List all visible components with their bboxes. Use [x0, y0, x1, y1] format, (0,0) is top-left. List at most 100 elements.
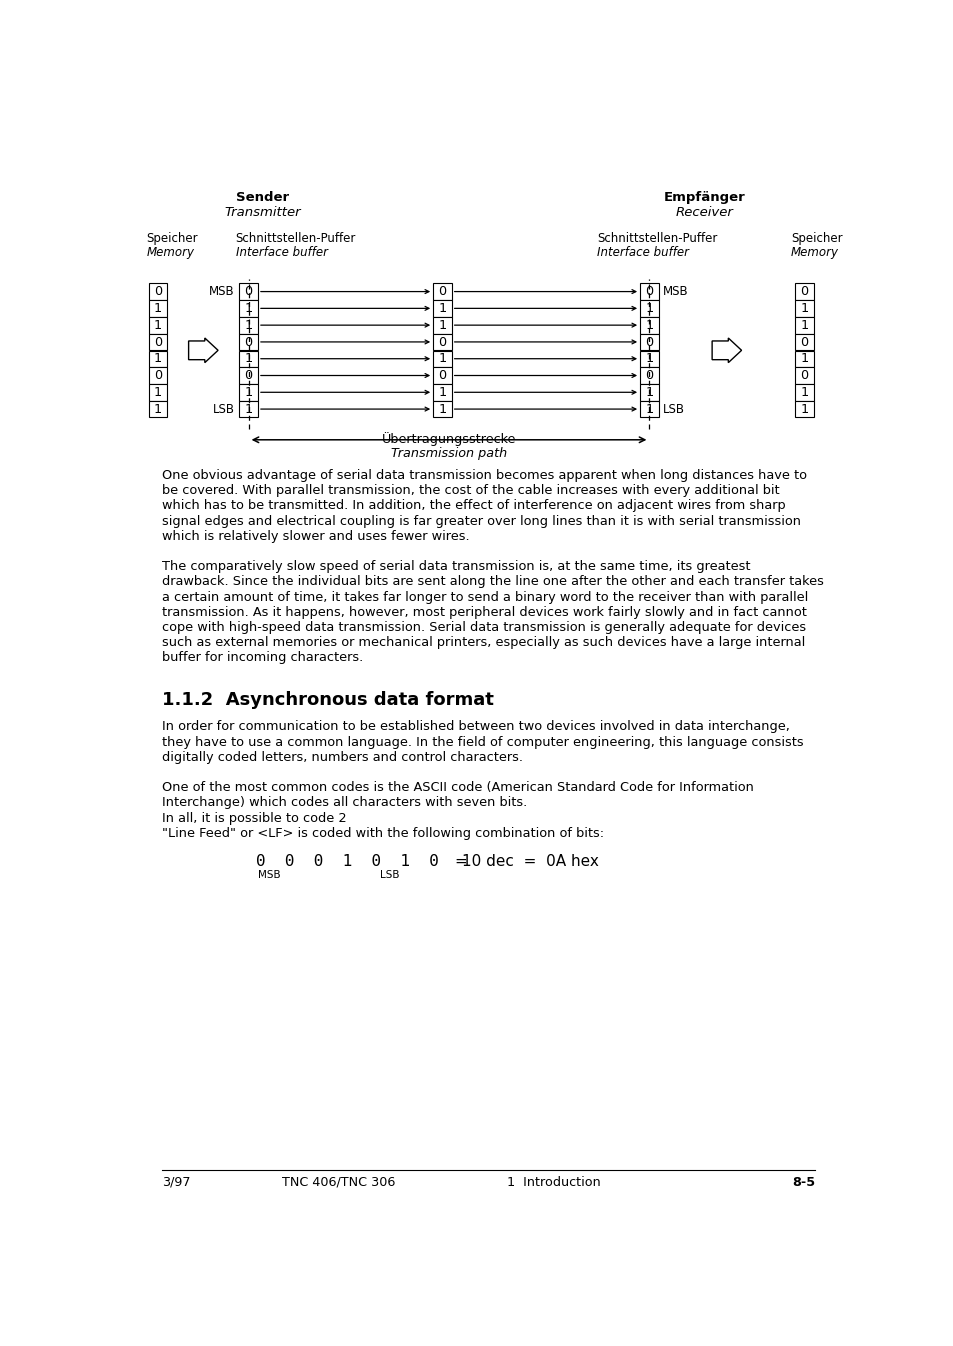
Bar: [433, 300, 452, 316]
Text: Memory: Memory: [146, 246, 194, 258]
Text: MSB: MSB: [257, 870, 280, 880]
Text: Schnittstellen-Puffer: Schnittstellen-Puffer: [235, 233, 355, 245]
Text: digitally coded letters, numbers and control characters.: digitally coded letters, numbers and con…: [162, 751, 522, 763]
Text: 1: 1: [800, 386, 807, 398]
Text: 1.1.2  Asynchronous data format: 1.1.2 Asynchronous data format: [162, 690, 494, 709]
Text: LSB: LSB: [379, 870, 399, 880]
Bar: [433, 318, 452, 334]
Bar: [639, 401, 658, 417]
Bar: [794, 334, 813, 350]
Text: which is relatively slower and uses fewer wires.: which is relatively slower and uses fewe…: [162, 530, 469, 542]
Text: 1  Introduction: 1 Introduction: [506, 1175, 599, 1189]
Bar: [639, 350, 658, 367]
Text: One obvious advantage of serial data transmission becomes apparent when long dis: One obvious advantage of serial data tra…: [162, 468, 806, 482]
Text: 1: 1: [244, 319, 253, 331]
Text: 1: 1: [153, 402, 162, 416]
Text: 1: 1: [244, 353, 253, 365]
Text: 0: 0: [244, 369, 253, 382]
Bar: [639, 300, 658, 316]
Text: MSB: MSB: [662, 285, 688, 297]
Bar: [794, 401, 813, 417]
Text: 1: 1: [644, 302, 653, 315]
Bar: [433, 350, 452, 367]
Text: signal edges and electrical coupling is far greater over long lines than it is w: signal edges and electrical coupling is …: [162, 514, 800, 528]
Text: 0: 0: [437, 285, 446, 299]
Text: Schnittstellen-Puffer: Schnittstellen-Puffer: [597, 233, 717, 245]
Text: 1: 1: [800, 302, 807, 315]
Text: LSB: LSB: [213, 402, 234, 416]
Bar: [794, 384, 813, 401]
Bar: [149, 300, 167, 316]
Text: In order for communication to be established between two devices involved in dat: In order for communication to be establi…: [162, 720, 789, 734]
Bar: [433, 334, 452, 350]
Text: 1: 1: [644, 319, 653, 331]
Text: drawback. Since the individual bits are sent along the line one after the other : drawback. Since the individual bits are …: [162, 576, 822, 588]
Bar: [149, 334, 167, 350]
Bar: [794, 284, 813, 300]
Text: Transmitter: Transmitter: [224, 206, 300, 219]
Text: Interface buffer: Interface buffer: [597, 246, 689, 258]
Text: MSB: MSB: [209, 285, 234, 297]
Text: 1: 1: [437, 353, 446, 365]
Text: transmission. As it happens, however, most peripheral devices work fairly slowly: transmission. As it happens, however, mo…: [162, 606, 806, 619]
Polygon shape: [711, 338, 740, 362]
Text: 0: 0: [800, 369, 807, 382]
Bar: [794, 367, 813, 384]
Bar: [239, 367, 257, 384]
Bar: [239, 318, 257, 334]
Bar: [639, 318, 658, 334]
Text: In all, it is possible to code 2: In all, it is possible to code 2: [162, 812, 346, 825]
Bar: [149, 384, 167, 401]
Text: 1: 1: [244, 302, 253, 315]
Text: 0: 0: [244, 335, 253, 349]
Text: 1: 1: [244, 386, 253, 398]
Text: 0: 0: [800, 285, 807, 299]
Text: they have to use a common language. In the field of computer engineering, this l: they have to use a common language. In t…: [162, 735, 802, 748]
Text: 1: 1: [153, 386, 162, 398]
Text: 0: 0: [800, 335, 807, 349]
Polygon shape: [189, 338, 218, 362]
Bar: [794, 350, 813, 367]
Bar: [433, 367, 452, 384]
Bar: [239, 350, 257, 367]
Text: Empfänger: Empfänger: [662, 191, 744, 203]
Bar: [239, 384, 257, 401]
Text: 1: 1: [437, 402, 446, 416]
Text: 0: 0: [644, 285, 653, 299]
Text: 1: 1: [800, 402, 807, 416]
Text: Interface buffer: Interface buffer: [235, 246, 327, 258]
Text: 1: 1: [437, 386, 446, 398]
Bar: [639, 284, 658, 300]
Bar: [433, 284, 452, 300]
Text: 0: 0: [437, 369, 446, 382]
Text: Interchange) which codes all characters with seven bits.: Interchange) which codes all characters …: [162, 797, 527, 809]
Bar: [239, 300, 257, 316]
Bar: [794, 300, 813, 316]
Text: 0: 0: [153, 335, 162, 349]
Text: Speicher: Speicher: [146, 233, 198, 245]
Bar: [639, 334, 658, 350]
Bar: [149, 401, 167, 417]
Text: One of the most common codes is the ASCII code (American Standard Code for Infor: One of the most common codes is the ASCI…: [162, 781, 753, 794]
Bar: [433, 384, 452, 401]
Text: 1: 1: [800, 319, 807, 331]
Text: The comparatively slow speed of serial data transmission is, at the same time, i: The comparatively slow speed of serial d…: [162, 560, 750, 573]
Bar: [149, 367, 167, 384]
Text: 0: 0: [644, 369, 653, 382]
Text: Transmission path: Transmission path: [391, 447, 507, 460]
Text: which has to be transmitted. In addition, the effect of interference on adjacent: which has to be transmitted. In addition…: [162, 499, 784, 513]
Text: 1: 1: [153, 319, 162, 331]
Text: 0: 0: [153, 369, 162, 382]
Text: =: =: [454, 853, 466, 868]
Text: 0: 0: [244, 285, 253, 299]
Text: 1: 1: [244, 402, 253, 416]
Text: cope with high-speed data transmission. Serial data transmission is generally ad: cope with high-speed data transmission. …: [162, 621, 805, 634]
Bar: [149, 318, 167, 334]
Text: 1: 1: [644, 353, 653, 365]
Text: 1: 1: [437, 319, 446, 331]
Text: 1: 1: [800, 353, 807, 365]
Text: 0: 0: [153, 285, 162, 299]
Text: "Line Feed" or <LF> is coded with the following combination of bits:: "Line Feed" or <LF> is coded with the fo…: [162, 826, 603, 840]
Text: Receiver: Receiver: [675, 206, 733, 219]
Text: Übertragungsstrecke: Übertragungsstrecke: [381, 432, 516, 446]
